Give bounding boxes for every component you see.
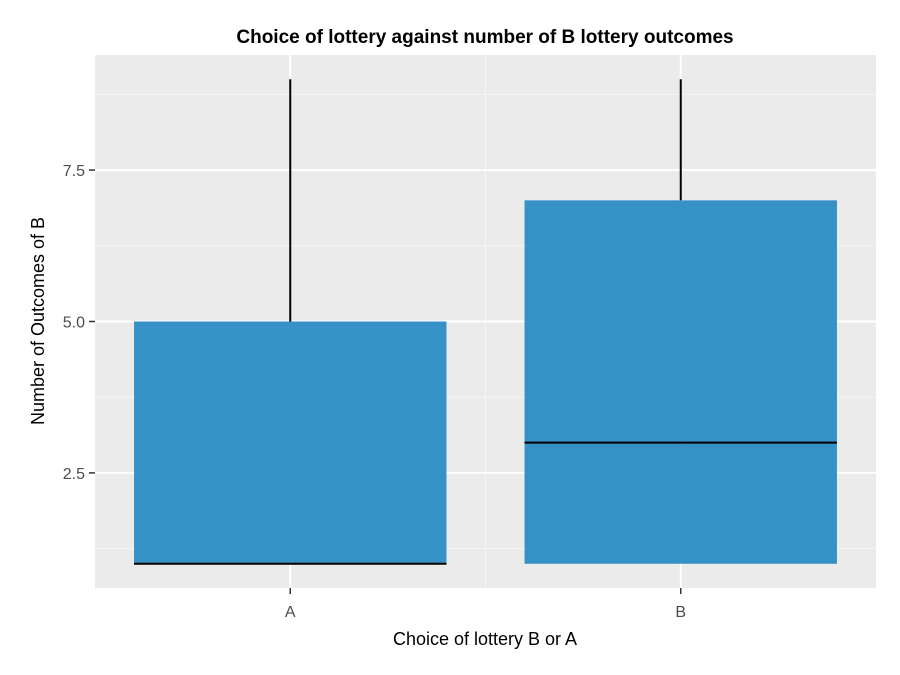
y-tick-label: 7.5 (63, 163, 85, 180)
y-axis: 2.5 5.0 7.5 (63, 163, 95, 483)
y-tick-label: 2.5 (63, 466, 85, 483)
box-A (134, 79, 447, 565)
x-axis-title: Choice of lottery B or A (393, 629, 577, 649)
x-tick-label: B (675, 604, 686, 621)
box-body (524, 200, 837, 564)
chart-title: Choice of lottery against number of B lo… (236, 27, 733, 48)
y-tick-label: 5.0 (63, 315, 85, 332)
box-B (524, 79, 837, 564)
box-body (134, 321, 447, 564)
x-tick-label: A (285, 604, 296, 621)
boxes-layer (134, 79, 837, 565)
y-axis-title: Number of Outcomes of B (28, 217, 48, 425)
